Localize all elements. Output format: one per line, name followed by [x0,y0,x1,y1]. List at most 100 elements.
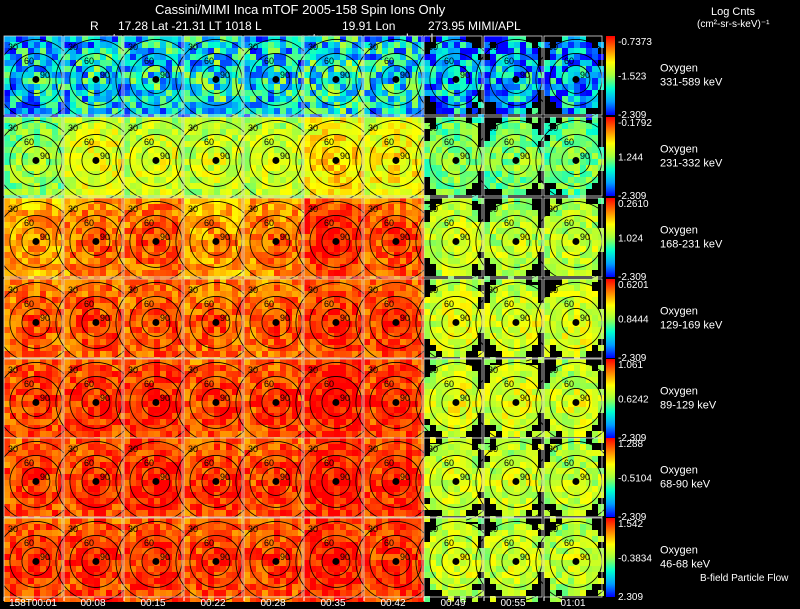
panel-r2-c9 [535,197,617,282]
contour-label: 30 [248,365,258,375]
contour-label: 60 [384,137,394,147]
colorbar-r3 [606,279,615,358]
contour-label: 60 [84,299,94,309]
colorbar-max: -0.7373 [618,37,652,48]
contour-label: 30 [548,123,558,133]
time-tick-label: 00:22 [200,598,225,609]
colorbar-mid: 0.6242 [618,395,649,406]
colorbar-mid: -0.3834 [618,554,652,565]
contour-label: 30 [428,365,438,375]
contour-label: 90 [160,313,170,323]
contour-label: 90 [340,70,350,80]
header-r-label: R [90,19,99,33]
contour-label: 30 [248,123,258,133]
contour-label: 90 [40,151,50,161]
panel-r4-c8 [475,358,557,443]
contour-label: 90 [40,472,50,482]
contour-label: 60 [444,458,454,468]
contour-label: 30 [488,524,498,534]
time-tick-label: 158T00:01 [9,598,57,609]
contour-label: 90 [340,393,350,403]
colorbar-max: 0.6201 [618,280,649,291]
time-tick-label: 00:08 [80,598,105,609]
contour-label: 90 [520,393,530,403]
contour-label: 90 [220,232,230,242]
energy-label: 68-90 keV [660,479,711,491]
contour-label: 90 [580,313,590,323]
contour-label: 90 [160,70,170,80]
colorbar-mid: -1.523 [618,72,647,83]
contour-label: 30 [128,444,138,454]
panel-r1-c1 [55,116,137,201]
colorbar-mid: -0.5104 [618,474,652,485]
contour-label: 90 [400,70,410,80]
contour-label: 30 [488,285,498,295]
panel-r3-c4 [235,278,317,363]
contour-label: 60 [144,458,154,468]
panel-r3-c7 [415,278,497,363]
contour-label: 30 [368,123,378,133]
panel-r5-c8 [475,437,557,522]
contour-label: 90 [100,151,110,161]
contour-label: 30 [308,365,318,375]
contour-label: 60 [204,299,214,309]
contour-label: 90 [460,232,470,242]
contour-label: 90 [40,232,50,242]
colorbar-mid: 0.8444 [618,315,649,326]
contour-label: 60 [144,379,154,389]
panel-r0-c8 [475,35,557,120]
panel-r1-c7 [415,116,497,201]
contour-label: 60 [384,538,394,548]
contour-label: 90 [520,472,530,482]
colorbar-units: (cm²-sr-s-keV)⁻¹ [697,19,770,30]
b-field-legend: B-field Particle Flow [700,573,789,584]
header-position: 17.28 Lat -21.31 LT 1018 L [118,19,262,33]
contour-label: 60 [264,56,274,66]
time-tick-label: 00:49 [440,598,465,609]
panel-r1-c8 [475,116,557,201]
contour-label: 60 [264,538,274,548]
contour-label: 60 [384,218,394,228]
contour-label: 60 [24,458,34,468]
contour-label: 90 [280,393,290,403]
contour-label: 60 [264,379,274,389]
contour-label: 60 [144,56,154,66]
contour-label: 60 [324,538,334,548]
contour-label: 60 [144,137,154,147]
contour-label: 90 [520,70,530,80]
contour-label: 90 [100,552,110,562]
contour-label: 60 [144,538,154,548]
contour-label: 60 [564,538,574,548]
contour-label: 30 [128,365,138,375]
contour-label: 90 [460,313,470,323]
contour-label: 60 [444,299,454,309]
panel-r5-c4 [235,437,317,522]
panel-r1-c6 [355,116,437,201]
panel-r2-c4 [235,197,317,282]
panel-r6-c9 [535,517,617,602]
contour-label: 90 [280,313,290,323]
contour-label: 60 [324,218,334,228]
contour-label: 90 [40,70,50,80]
contour-label: 90 [280,151,290,161]
panel-r6-c8 [475,517,557,602]
contour-label: 30 [68,444,78,454]
species-label: Oxygen [660,465,698,477]
contour-label: 60 [324,137,334,147]
contour-label: 90 [400,232,410,242]
colorbar-mid: 1.244 [618,153,643,164]
contour-label: 30 [308,204,318,214]
contour-label: 30 [188,123,198,133]
panel-r4-c9 [535,358,617,443]
contour-label: 60 [204,458,214,468]
panel-r5-c0 [0,437,77,522]
colorbar-max: 1.542 [618,519,643,530]
contour-label: 30 [308,42,318,52]
panel-r3-c9 [535,278,617,363]
contour-label: 90 [400,151,410,161]
contour-label: 90 [100,70,110,80]
contour-label: 90 [580,552,590,562]
contour-label: 30 [548,444,558,454]
contour-label: 60 [564,56,574,66]
